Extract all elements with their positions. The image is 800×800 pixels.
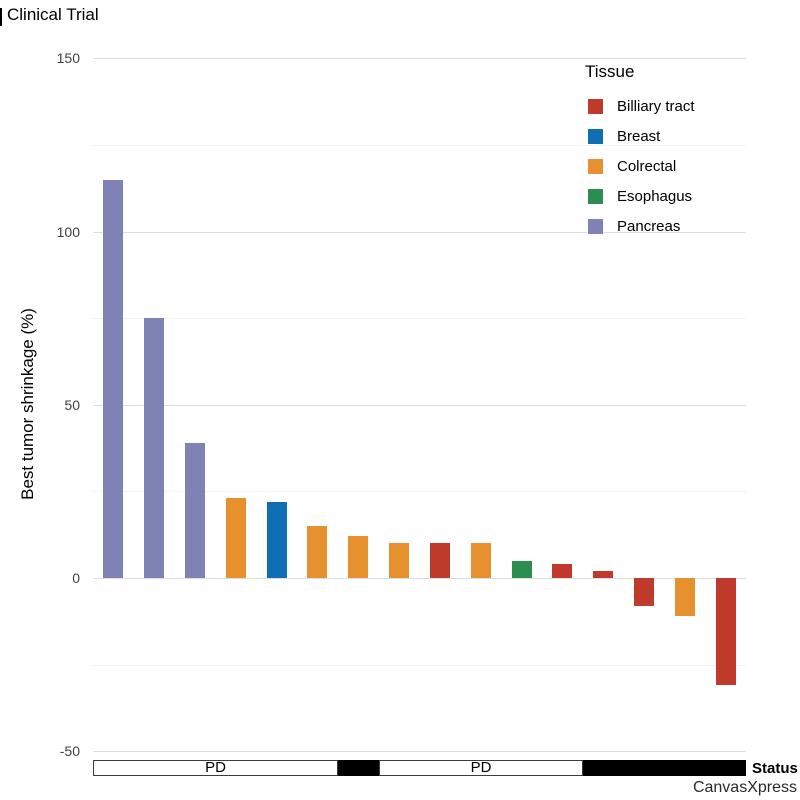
- y-tick-label: 0: [72, 570, 80, 586]
- legend-item-esophagus[interactable]: Esophagus: [585, 181, 695, 211]
- bar-esophagus[interactable]: [512, 561, 532, 578]
- legend-item-breast[interactable]: Breast: [585, 121, 695, 151]
- major-gridline: [93, 405, 746, 406]
- legend-items: Billiary tract Breast Colrectal Esophagus Pa…: [585, 91, 695, 241]
- minor-gridline: [93, 318, 746, 319]
- legend-swatch-icon: [588, 218, 603, 234]
- bar-colrectal[interactable]: [226, 498, 246, 578]
- legend-item-label: Colrectal: [617, 157, 677, 175]
- bar-colrectal[interactable]: [675, 578, 695, 616]
- legend-item-colrectal[interactable]: Colrectal: [585, 151, 695, 181]
- status-segment-pd[interactable]: PD: [379, 760, 583, 776]
- bar-colrectal[interactable]: [307, 526, 327, 578]
- legend-item-label: Billiary tract: [617, 97, 695, 115]
- y-tick-label: 150: [56, 50, 80, 66]
- minor-gridline: [93, 145, 746, 146]
- major-gridline: [93, 578, 746, 579]
- status-track-label: Status: [752, 760, 798, 777]
- y-tick-label: 50: [64, 397, 80, 413]
- bar-colrectal[interactable]: [348, 536, 368, 578]
- bar-billiary-tract[interactable]: [552, 564, 572, 578]
- legend-swatch-icon: [588, 188, 603, 204]
- legend-item-label: Esophagus: [617, 187, 693, 205]
- legend-item-billiary-tract[interactable]: Billiary tract: [585, 91, 695, 121]
- status-segment[interactable]: [583, 760, 746, 776]
- y-tick-label: -50: [59, 743, 80, 759]
- legend: Tissue Billiary tract Breast Colrectal Esop…: [585, 62, 695, 241]
- left-edge-artifact: [0, 8, 2, 26]
- minor-gridline: [93, 491, 746, 492]
- chart-title: Clinical Trial: [7, 5, 99, 24]
- minor-gridline: [93, 665, 746, 666]
- legend-swatch-icon: [588, 128, 603, 144]
- status-segment[interactable]: [338, 760, 379, 776]
- bar-breast[interactable]: [267, 502, 287, 578]
- bar-billiary-tract[interactable]: [593, 571, 613, 578]
- bar-colrectal[interactable]: [471, 543, 491, 578]
- bar-pancreas[interactable]: [144, 318, 164, 578]
- y-tick-label: 100: [56, 224, 80, 240]
- status-segment-pd[interactable]: PD: [93, 760, 338, 776]
- legend-swatch-icon: [588, 158, 603, 174]
- major-gridline: [93, 232, 746, 233]
- bar-billiary-tract[interactable]: [634, 578, 654, 606]
- bar-colrectal[interactable]: [389, 543, 409, 578]
- legend-item-label: Breast: [617, 127, 661, 145]
- major-gridline: [93, 58, 746, 59]
- major-gridline: [93, 751, 746, 752]
- canvasxpress-watermark: CanvasXpress: [692, 779, 797, 796]
- bar-pancreas[interactable]: [103, 180, 123, 578]
- bar-billiary-tract[interactable]: [430, 543, 450, 578]
- bar-pancreas[interactable]: [185, 443, 205, 578]
- legend-item-pancreas[interactable]: Pancreas: [585, 211, 695, 241]
- legend-swatch-icon: [588, 98, 603, 114]
- legend-title: Tissue: [585, 62, 635, 81]
- legend-item-label: Pancreas: [617, 217, 681, 235]
- bar-billiary-tract[interactable]: [716, 578, 736, 685]
